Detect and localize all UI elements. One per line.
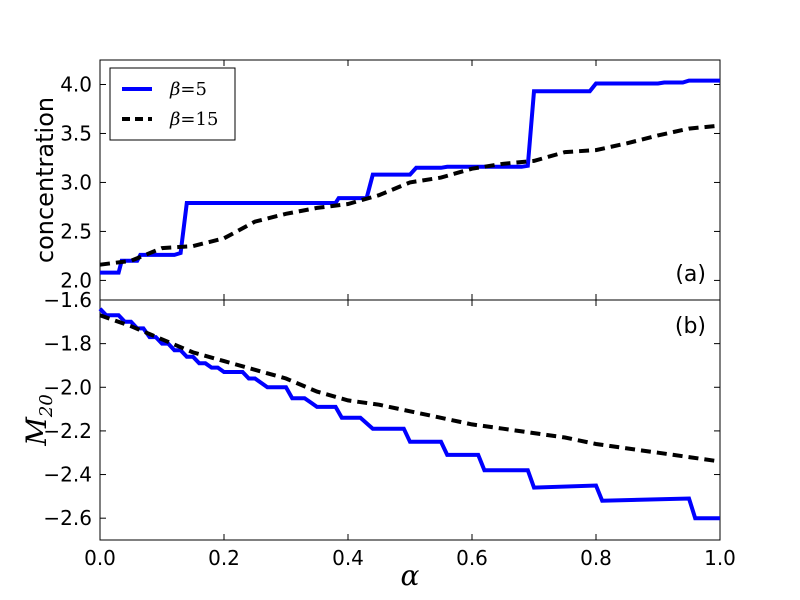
panel-a-ytick-label: 2.5: [60, 219, 92, 243]
panel-b-ytick-label: −2.0: [43, 375, 92, 399]
panel-b-ytick-label: −1.8: [43, 332, 92, 356]
legend-value-beta15: =15: [180, 109, 218, 130]
panel-a-ytick-label: 3.0: [60, 170, 92, 194]
x-tick-label: 0.8: [580, 546, 612, 570]
panel-a-series-beta15-line: [99, 123, 721, 267]
x-tick-label: 0.2: [208, 546, 240, 570]
panel-a-ytick-label: 3.5: [60, 121, 92, 145]
panel-b-ylabel: M20: [20, 394, 57, 447]
panel-b-ytick-label: −2.6: [43, 506, 92, 530]
panel-b-ylabel-symbol: M: [20, 416, 53, 447]
panel-b-series-beta5-line: [98, 307, 720, 521]
legend-symbol-beta5: β: [169, 79, 180, 100]
panel-a-tag: (a): [675, 262, 706, 287]
panel-b-ytick-label: −2.2: [43, 419, 92, 443]
panel-a-ylabel: concentration: [31, 97, 59, 263]
panel-b-m20: −1.6 −1.8 −2.0 −2.2 −2.4 −2.6 0.0 0.2 0.4 0.6 0.8 1…: [20, 288, 736, 592]
panel-a-ytick-label: 4.0: [60, 72, 92, 96]
legend-box: [109, 67, 236, 141]
panel-b-frame: [99, 299, 721, 541]
panel-b-series: [98, 307, 721, 521]
x-axis-label: α: [401, 559, 420, 592]
panel-a-series-beta5-line: [100, 78, 720, 275]
panel-b-tag: (b): [675, 314, 706, 339]
panel-b-ticks: −1.6 −1.8 −2.0 −2.2 −2.4 −2.6 0.0 0.2 0.4 0.6 0.8 1…: [43, 288, 735, 570]
panel-b-ytick-label: −1.6: [43, 288, 92, 312]
x-tick-label: 0.4: [332, 546, 364, 570]
panel-a-y-ticks: 2.0 2.5 3.0 3.5 4.0: [60, 60, 721, 300]
legend-symbol-beta15: β: [169, 109, 180, 130]
x-tick-label: 1.0: [704, 546, 736, 570]
panel-b-ylabel-subscript: 20: [36, 394, 57, 418]
panel-a-series: [99, 78, 721, 275]
panel-a-ytick-label: 2.0: [60, 268, 92, 292]
legend: β=5 β=15: [109, 67, 236, 141]
legend-label-beta5: β=5: [169, 79, 207, 100]
x-tick-label: 0.6: [456, 546, 488, 570]
legend-label-beta15: β=15: [169, 109, 218, 130]
panel-a-concentration: 2.0 2.5 3.0 3.5 4.0 concentration (a) β=5 β=…: [31, 59, 721, 301]
x-tick-label: 0.0: [84, 546, 116, 570]
legend-value-beta5: =5: [180, 79, 207, 100]
panel-b-series-beta15-line: [99, 313, 721, 464]
panel-b-ytick-label: −2.4: [43, 463, 92, 487]
